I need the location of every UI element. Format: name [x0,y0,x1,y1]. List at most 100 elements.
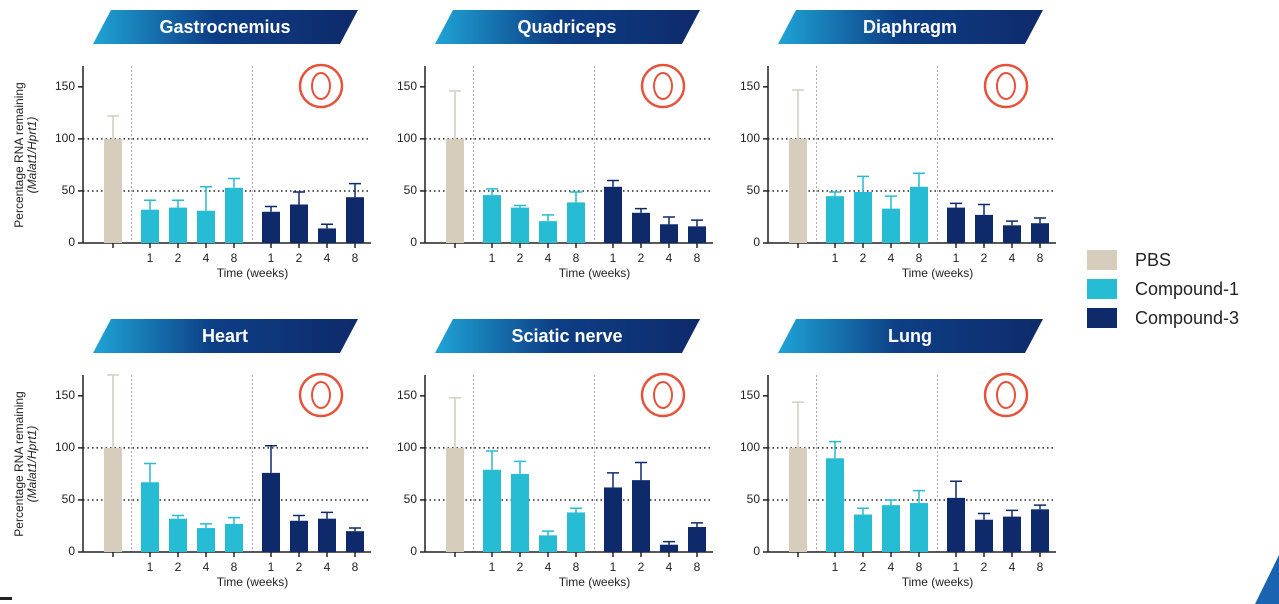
chart-figure: Gastrocnemius05010015012481248Time (week… [0,0,1279,604]
x-tick-label: 8 [916,560,923,574]
bar [688,527,706,552]
x-tick-label: 1 [268,560,275,574]
error-bar [1006,221,1018,225]
bar [1003,225,1021,243]
y-tick-label: 0 [410,544,417,558]
bar [539,535,557,552]
y-axis-label: Percentage RNA remaining [12,391,26,536]
bar [290,521,308,552]
error-bar [607,473,619,488]
x-tick-label: 2 [517,251,524,265]
bar [1031,509,1049,552]
error-bar [542,215,554,221]
error-bar [449,91,461,139]
x-tick-label: 4 [203,560,210,574]
bar [882,505,900,552]
bar [910,503,928,552]
panel-title: Diaphragm [863,17,957,37]
error-bar [691,220,703,226]
x-axis-label: Time (weeks) [559,575,631,589]
error-bar [200,524,212,528]
bar [225,524,243,552]
y-tick-label: 100 [55,131,75,145]
error-bar [144,200,156,209]
organ-icon [642,374,684,416]
x-tick-label: 1 [268,251,275,265]
x-tick-label: 1 [953,560,960,574]
corner-mark [0,597,12,600]
y-axis-label: (Malat1/Hprt1) [25,117,39,194]
panel-title: Heart [202,326,248,346]
x-tick-label: 8 [694,251,701,265]
y-tick-label: 50 [62,183,76,197]
x-tick-label: 8 [231,560,238,574]
error-bar [172,516,184,519]
y-axis-label: (Malat1/Hprt1) [25,426,39,503]
error-bar [885,196,897,208]
error-bar [486,451,498,470]
bar [632,480,650,552]
bar [446,448,464,552]
legend-swatch [1087,308,1117,328]
x-axis-label: Time (weeks) [217,575,289,589]
error-bar [829,442,841,459]
bar [854,192,872,243]
bar [947,208,965,243]
y-tick-label: 50 [747,183,761,197]
error-bar [1006,510,1018,516]
y-tick-label: 0 [753,544,760,558]
x-tick-label: 8 [352,251,359,265]
bar [826,458,844,552]
error-bar [265,207,277,212]
bar [262,212,280,243]
x-axis-label: Time (weeks) [902,266,974,280]
x-axis-label: Time (weeks) [559,266,631,280]
x-tick-label: 1 [489,560,496,574]
legend-label: PBS [1135,250,1171,270]
x-tick-label: 4 [666,560,673,574]
bar [197,528,215,552]
x-tick-label: 1 [832,251,839,265]
y-tick-label: 0 [68,544,75,558]
bar [539,221,557,243]
x-tick-label: 2 [981,560,988,574]
corner-decoration [1255,555,1279,604]
bar [567,202,585,243]
bar [1031,223,1049,243]
y-tick-label: 50 [404,492,418,506]
bar [290,204,308,243]
y-tick-label: 100 [397,440,417,454]
panel-title: Sciatic nerve [511,326,622,346]
error-bar [691,523,703,527]
error-bar [144,464,156,483]
x-tick-label: 2 [981,251,988,265]
x-tick-label: 4 [545,251,552,265]
bar [660,545,678,552]
bar [483,195,501,243]
bar [169,519,187,552]
error-bar [913,491,925,503]
bar [975,215,993,243]
x-tick-label: 8 [916,251,923,265]
bar [567,512,585,552]
x-tick-label: 1 [610,251,617,265]
x-tick-label: 8 [352,560,359,574]
y-tick-label: 150 [740,79,760,93]
error-bar [349,184,361,198]
bar [688,226,706,243]
y-tick-label: 100 [740,131,760,145]
error-bar [792,90,804,139]
y-axis-label: Percentage RNA remaining [12,82,26,227]
x-tick-label: 1 [953,251,960,265]
error-bar [663,542,675,545]
x-tick-label: 4 [888,251,895,265]
bar [947,498,965,552]
error-bar [172,200,184,207]
x-tick-label: 1 [489,251,496,265]
bar [511,474,529,552]
error-bar [635,462,647,480]
x-tick-label: 4 [203,251,210,265]
x-tick-label: 2 [638,560,645,574]
y-tick-label: 100 [55,440,75,454]
bar [318,228,336,243]
